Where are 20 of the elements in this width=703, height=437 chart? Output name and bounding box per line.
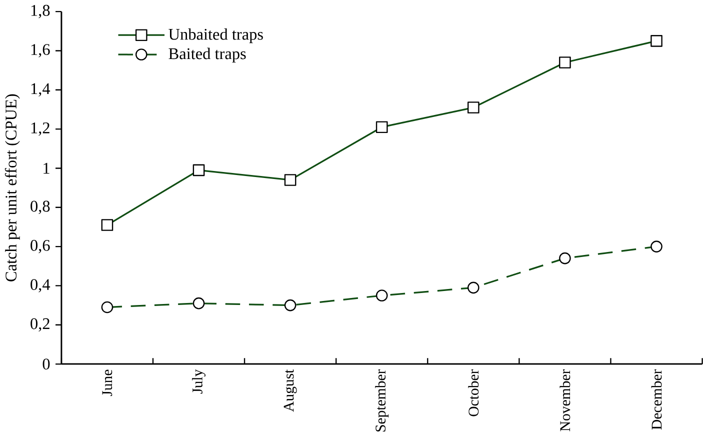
- y-tick-label: 1,8: [31, 4, 50, 18]
- y-tick-label: 1,2: [31, 122, 50, 136]
- x-tick-label: December: [651, 369, 662, 430]
- x-tick-label: August: [284, 369, 297, 412]
- legend-label: Unbaited traps: [168, 28, 263, 43]
- y-tick-label: 1: [44, 162, 50, 174]
- y-tick-label: 0,6: [30, 240, 50, 254]
- x-tick-label: November: [560, 369, 570, 432]
- y-axis-title: Catch per unit effort (CPUE): [4, 94, 20, 282]
- y-tick-label: 1,6: [31, 44, 50, 58]
- y-tick-label: 0,8: [30, 200, 50, 214]
- x-tick-label: June: [102, 370, 112, 396]
- y-tick-label: 0: [42, 358, 50, 370]
- x-tick-label: October: [468, 369, 479, 416]
- legend-label: Baited traps: [168, 48, 246, 62]
- x-tick-label: September: [375, 369, 389, 432]
- y-tick-label: 0,2: [30, 318, 50, 332]
- y-tick-label: 1,4: [31, 83, 50, 96]
- y-tick-label: 0,4: [30, 278, 50, 292]
- x-tick-label: July: [192, 369, 206, 394]
